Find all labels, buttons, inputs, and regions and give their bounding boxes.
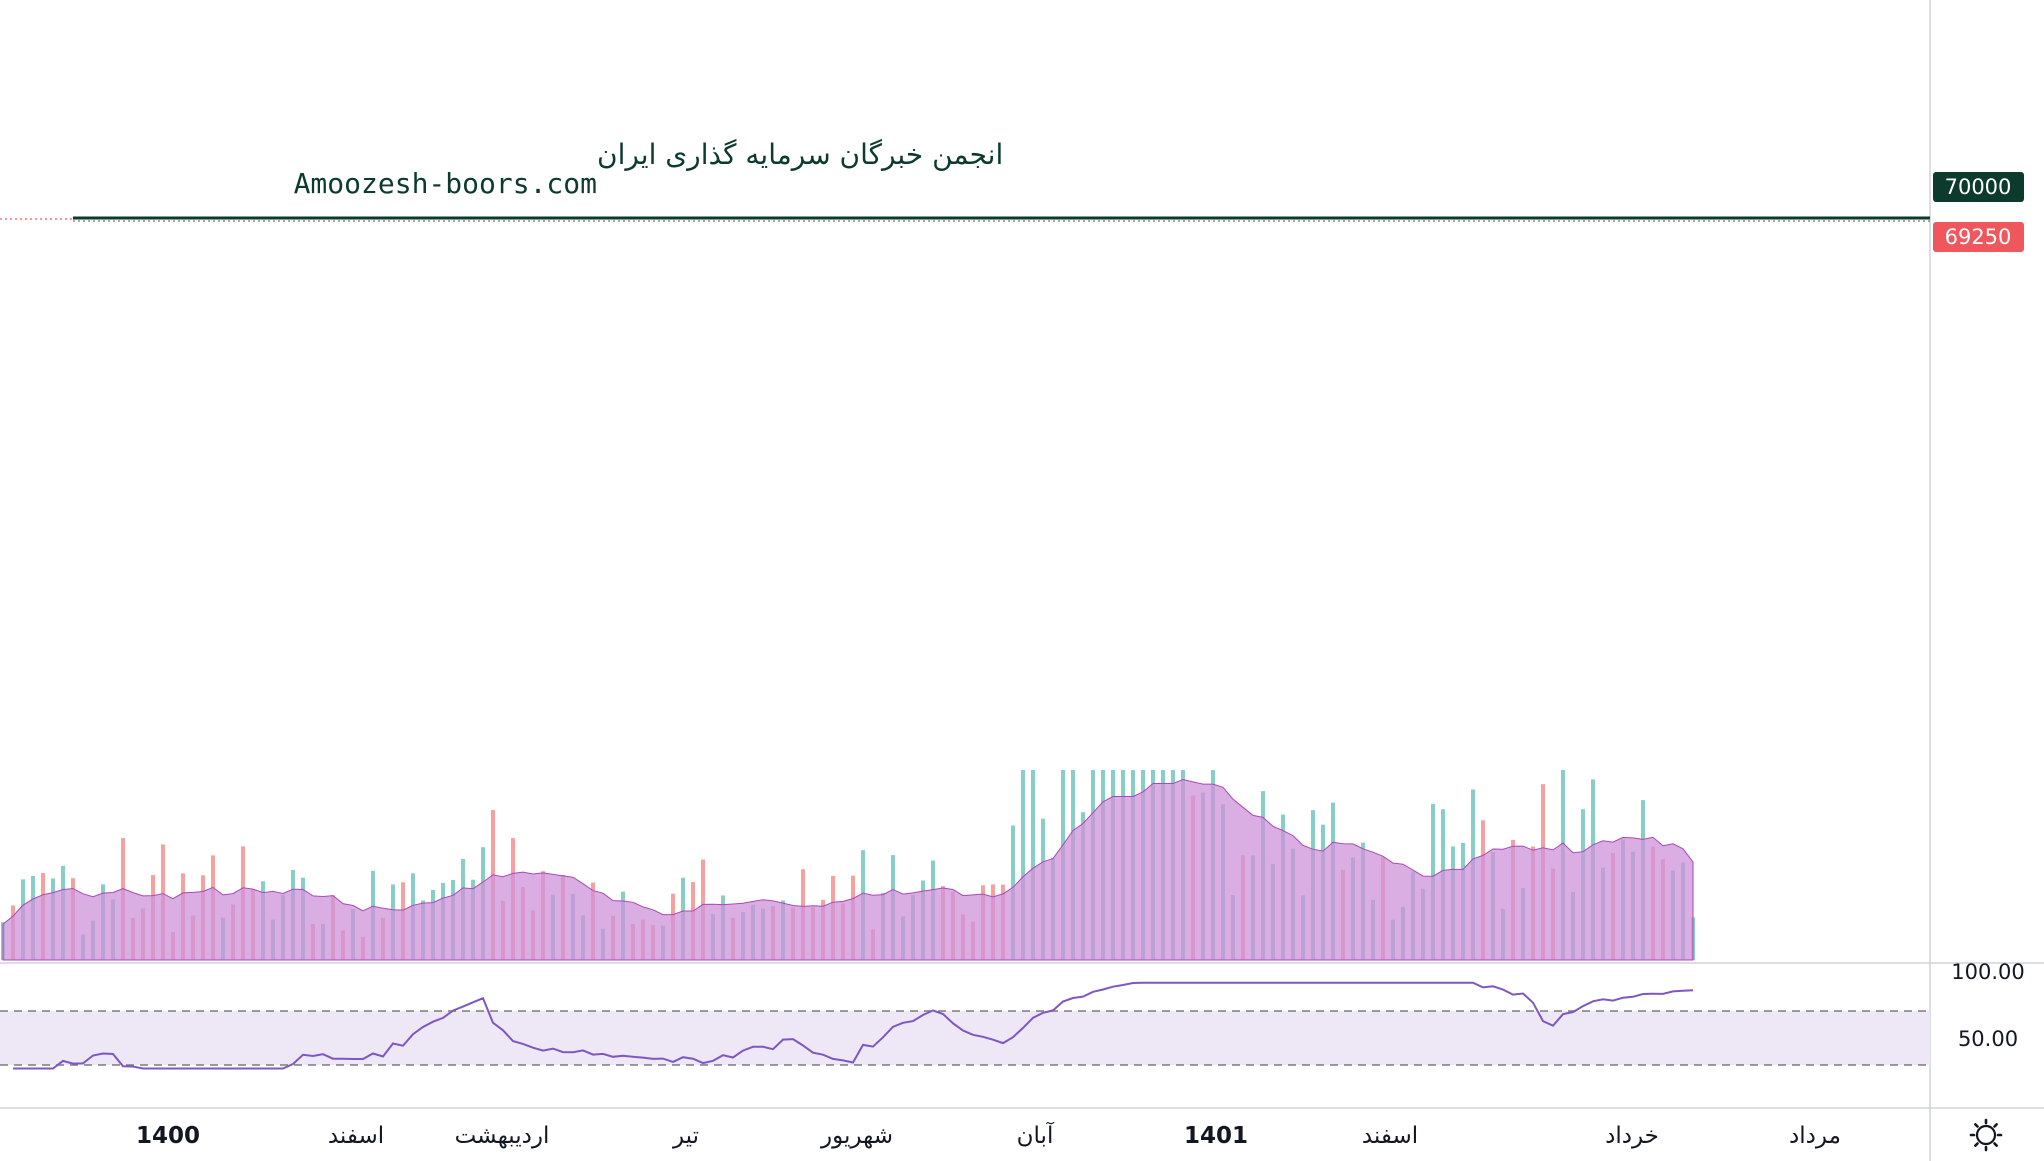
time-tick-label: شهریور <box>820 1123 893 1149</box>
volume-ma-area <box>2 778 1694 961</box>
watermark-persian: انجمن خبرگان سرمایه گذاری ایران <box>597 138 1003 171</box>
horizontal-levels[interactable]: 11500010000070000550004200069250 <box>0 0 2024 252</box>
gear-icon[interactable] <box>1969 1118 2003 1152</box>
last-price-label: 69250 <box>1945 225 2012 249</box>
time-tick-label: 1400 <box>136 1123 200 1149</box>
volume-bar <box>1021 770 1025 960</box>
rsi-band <box>0 1011 1930 1065</box>
rsi-tick-label: 50.00 <box>1958 1027 2018 1051</box>
rsi-tick-label: 100.00 <box>1951 960 2024 984</box>
time-tick-label: اسفند <box>1362 1123 1418 1149</box>
time-axis[interactable]: 1400 اسفند اردیبهشت تیر شهریور آبان 1401 اسفند خ… <box>136 1121 1841 1149</box>
level-price-label: 70000 <box>1945 175 2012 199</box>
level-price-tag <box>1933 172 2024 202</box>
volume-ma-area <box>2 778 1694 961</box>
time-tick-label: اردیبهشت <box>455 1123 550 1149</box>
time-tick-label: آبان <box>1017 1121 1055 1149</box>
watermark-url: Amoozesh-boors.com <box>294 167 597 200</box>
time-tick-label: مرداد <box>1789 1123 1841 1149</box>
time-tick-label: 1401 <box>1184 1123 1248 1149</box>
rsi-line <box>13 981 1694 1070</box>
rsi-line <box>13 981 1694 1070</box>
volume-bar <box>1031 770 1035 960</box>
last-price-tag <box>1933 222 2024 252</box>
rsi-axis: 100.00 50.00 <box>1951 960 2024 1051</box>
time-tick-label: اسفند <box>328 1123 384 1149</box>
time-tick-label: خرداد <box>1605 1123 1659 1149</box>
time-tick-label: تیر <box>672 1123 699 1149</box>
